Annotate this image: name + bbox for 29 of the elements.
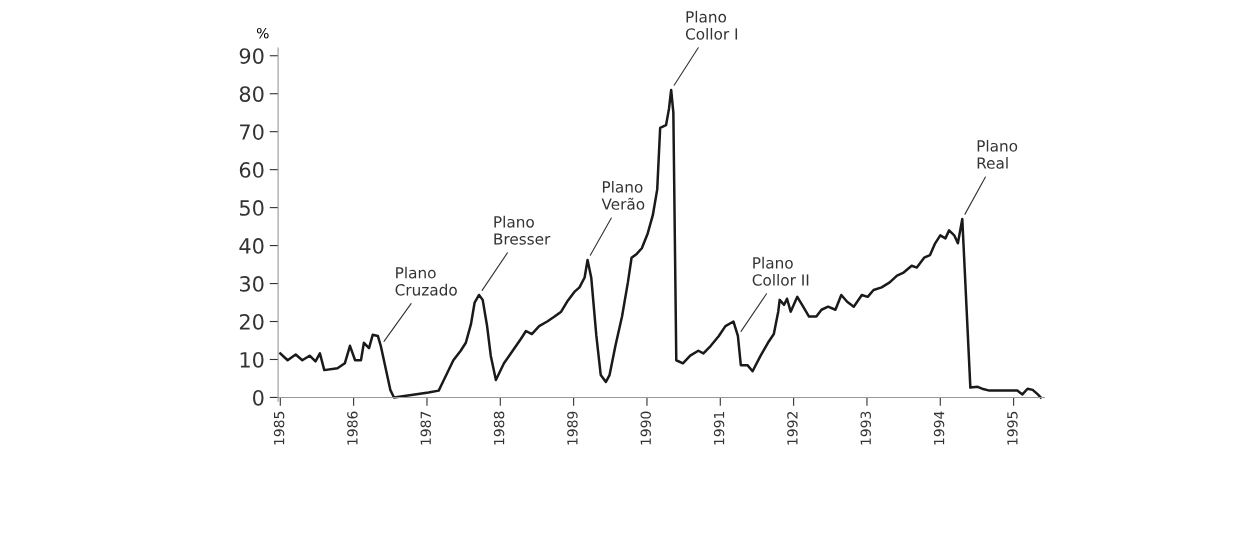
x-tick-label: 1987: [420, 411, 431, 445]
x-tick-label: 1988: [493, 411, 505, 445]
annotation: Plano Collor I: [685, 10, 738, 40]
y-tick-label: 30: [239, 276, 264, 292]
y-tick-label: 40: [239, 238, 264, 254]
annotation: Plano Real: [977, 139, 1018, 169]
x-tick-label: 1989: [567, 411, 578, 445]
annotation: Plano Verão: [601, 180, 645, 210]
y-tick-label: 70: [240, 124, 264, 140]
x-tick-label: 1985: [273, 411, 285, 445]
annotation: Plano Collor II: [752, 256, 809, 286]
y-tick-label: 80: [239, 86, 264, 102]
y-axis-title: %: [256, 27, 269, 39]
annotation: Plano Bresser: [494, 215, 551, 245]
x-tick-label: 1991: [713, 411, 725, 445]
y-tick-label: 0: [253, 389, 264, 406]
y-tick-label: 10: [240, 351, 264, 368]
x-tick-label: 1990: [640, 411, 651, 445]
x-tick-label: 1992: [787, 412, 798, 445]
y-tick-label: 60: [239, 162, 264, 178]
y-tick-label: 20: [239, 313, 264, 330]
y-tick-label: 90: [239, 48, 264, 64]
y-tick-label: 50: [240, 200, 264, 216]
x-tick-label: 1986: [347, 411, 358, 445]
line-series: [279, 88, 1042, 399]
x-tick-label: 1993: [860, 411, 871, 445]
annotation: Plano Cruzado: [395, 266, 457, 296]
x-tick-label: 1994: [933, 411, 945, 445]
x-tick-label: 1995: [1007, 411, 1018, 445]
